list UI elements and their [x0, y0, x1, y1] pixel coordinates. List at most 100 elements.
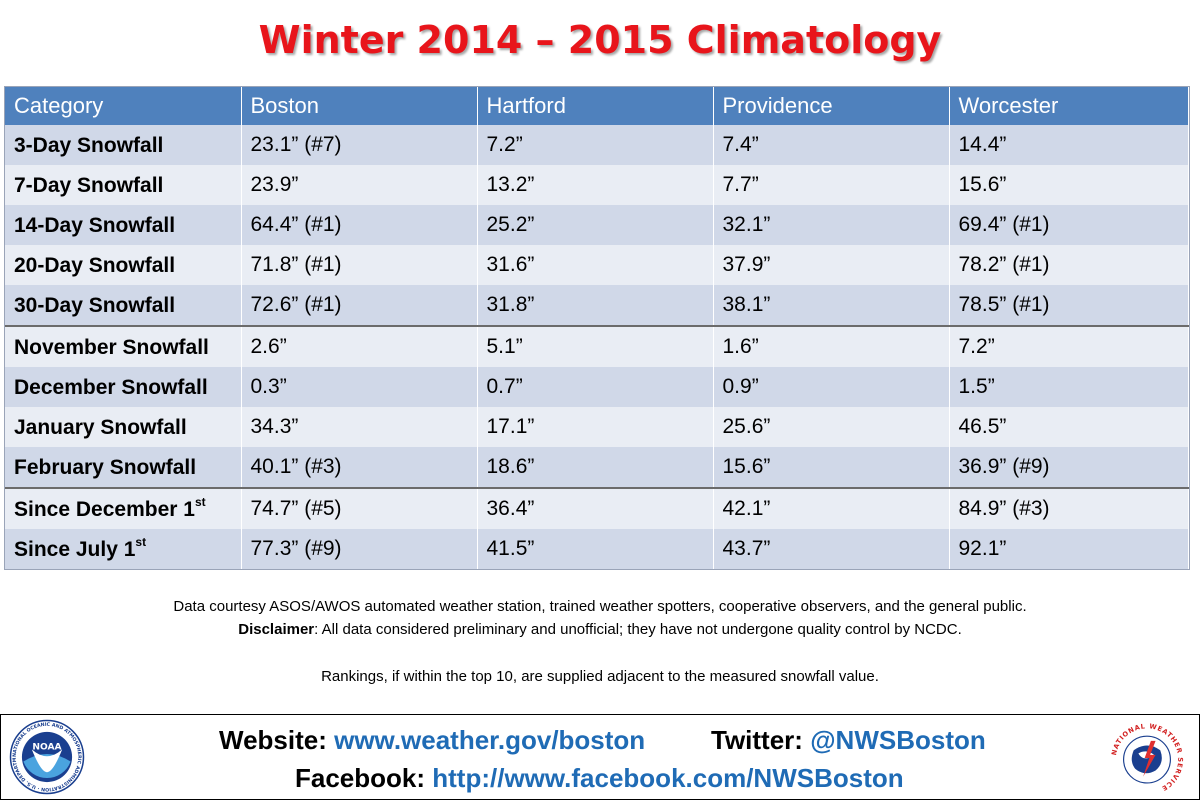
disclaimer-text: : All data considered preliminary and un… [314, 621, 962, 638]
value-cell-worcester: 46.5” [949, 407, 1189, 447]
facebook-label: Facebook: [295, 763, 426, 793]
category-cell: Since July 1st [5, 529, 242, 569]
value-cell-hartford: 18.6” [477, 447, 714, 488]
facebook-line: Facebook: http://www.facebook.com/NWSBos… [295, 763, 904, 794]
category-cell: February Snowfall [5, 447, 242, 488]
value-cell-boston: 64.4” (#1) [241, 205, 478, 245]
category-label: 30-Day Snowfall [14, 293, 176, 317]
footer-bar: NATIONAL OCEANIC AND ATMOSPHERIC ADMINIS… [0, 714, 1200, 800]
category-label: February Snowfall [14, 455, 197, 479]
value-cell-worcester: 84.9” (#3) [949, 487, 1189, 529]
value-cell-boston: 74.7” (#5) [241, 487, 478, 529]
category-cell: 3-Day Snowfall [5, 125, 242, 165]
value-cell-boston: 34.3” [241, 407, 478, 447]
nws-logo: NATIONAL WEATHER SERVICE [1110, 722, 1183, 796]
category-label: 14-Day Snowfall [14, 213, 176, 237]
table-row: 20-Day Snowfall 71.8” (#1) 31.6” 37.9” 78.2”… [5, 245, 1189, 285]
website-label: Website: [219, 725, 327, 755]
value-cell-boston: 0.3” [241, 367, 478, 407]
category-label: 3-Day Snowfall [14, 133, 164, 157]
facebook-link[interactable]: http://www.facebook.com/NWSBoston [432, 763, 904, 793]
value-cell-hartford: 41.5” [477, 529, 714, 569]
value-cell-providence: 0.9” [713, 367, 950, 407]
value-cell-providence: 32.1” [713, 205, 950, 245]
value-cell-worcester: 92.1” [949, 529, 1189, 569]
noaa-logo-text: NOAA [32, 742, 61, 752]
value-cell-providence: 15.6” [713, 447, 950, 488]
table-row: November Snowfall 2.6” 5.1” 1.6” 7.2” [5, 325, 1189, 367]
category-label: Since July 1 [14, 537, 136, 561]
column-header-category: Category [5, 87, 242, 125]
value-cell-worcester: 36.9” (#9) [949, 447, 1189, 488]
page-title: Winter 2014 – 2015 Climatology [258, 18, 942, 62]
table-row: December Snowfall 0.3” 0.7” 0.9” 1.5” [5, 367, 1189, 407]
twitter-link[interactable]: @NWSBoston [810, 725, 986, 755]
category-cell: December Snowfall [5, 367, 242, 407]
value-cell-hartford: 36.4” [477, 487, 714, 529]
column-header-providence: Providence [713, 87, 950, 125]
table-row: 14-Day Snowfall 64.4” (#1) 25.2” 32.1” 69.4”… [5, 205, 1189, 245]
value-cell-providence: 37.9” [713, 245, 950, 285]
twitter-line: Twitter: @NWSBoston [711, 725, 986, 756]
column-header-worcester: Worcester [949, 87, 1189, 125]
value-cell-worcester: 15.6” [949, 165, 1189, 205]
table-body: 3-Day Snowfall 23.1” (#7) 7.2” 7.4” 14.4” 7-D… [5, 125, 1189, 569]
table-row: Since December 1st 74.7” (#5) 36.4” 42.1” 84… [5, 487, 1189, 529]
category-cell: 14-Day Snowfall [5, 205, 242, 245]
value-cell-boston: 71.8” (#1) [241, 245, 478, 285]
value-cell-providence: 1.6” [713, 325, 950, 367]
category-label: 7-Day Snowfall [14, 173, 164, 197]
category-cell: January Snowfall [5, 407, 242, 447]
value-cell-providence: 38.1” [713, 285, 950, 326]
value-cell-hartford: 31.8” [477, 285, 714, 326]
value-cell-worcester: 69.4” (#1) [949, 205, 1189, 245]
value-cell-hartford: 25.2” [477, 205, 714, 245]
value-cell-hartford: 5.1” [477, 325, 714, 367]
category-superscript: st [135, 534, 147, 549]
value-cell-providence: 7.4” [713, 125, 950, 165]
column-header-boston: Boston [241, 87, 478, 125]
value-cell-hartford: 31.6” [477, 245, 714, 285]
value-cell-boston: 40.1” (#3) [241, 447, 478, 488]
disclaimer-label: Disclaimer [238, 621, 315, 638]
category-label: 20-Day Snowfall [14, 253, 176, 277]
value-cell-hartford: 7.2” [477, 125, 714, 165]
value-cell-providence: 7.7” [713, 165, 950, 205]
table-header-row: Category Boston Hartford Providence Worc… [5, 87, 1189, 125]
category-label: November Snowfall [14, 335, 209, 359]
category-superscript: st [194, 494, 206, 509]
category-cell: Since December 1st [5, 487, 242, 529]
value-cell-worcester: 7.2” [949, 325, 1189, 367]
table-row: January Snowfall 34.3” 17.1” 25.6” 46.5” [5, 407, 1189, 447]
category-label: Since December 1 [14, 497, 195, 521]
value-cell-worcester: 78.5” (#1) [949, 285, 1189, 326]
twitter-label: Twitter: [711, 725, 803, 755]
value-cell-boston: 77.3” (#9) [241, 529, 478, 569]
category-cell: 20-Day Snowfall [5, 245, 242, 285]
disclaimer-note: Disclaimer: All data considered prelimin… [0, 621, 1200, 638]
value-cell-hartford: 0.7” [477, 367, 714, 407]
value-cell-boston: 2.6” [241, 325, 478, 367]
value-cell-worcester: 1.5” [949, 367, 1189, 407]
climatology-table: Category Boston Hartford Providence Worc… [4, 86, 1190, 570]
value-cell-worcester: 78.2” (#1) [949, 245, 1189, 285]
value-cell-boston: 23.9” [241, 165, 478, 205]
value-cell-hartford: 13.2” [477, 165, 714, 205]
category-cell: November Snowfall [5, 325, 242, 367]
table-row: 7-Day Snowfall 23.9” 13.2” 7.7” 15.6” [5, 165, 1189, 205]
website-link[interactable]: www.weather.gov/boston [334, 725, 646, 755]
category-label: January Snowfall [14, 415, 187, 439]
rankings-note: Rankings, if within the top 10, are supp… [321, 668, 879, 685]
category-cell: 7-Day Snowfall [5, 165, 242, 205]
table-row: 30-Day Snowfall 72.6” (#1) 31.8” 38.1” 78.5”… [5, 285, 1189, 326]
value-cell-worcester: 14.4” [949, 125, 1189, 165]
value-cell-providence: 25.6” [713, 407, 950, 447]
value-cell-boston: 72.6” (#1) [241, 285, 478, 326]
noaa-logo: NATIONAL OCEANIC AND ATMOSPHERIC ADMINIS… [9, 719, 85, 795]
table-row: Since July 1st 77.3” (#9) 41.5” 43.7” 92.1” [5, 529, 1189, 569]
column-header-hartford: Hartford [477, 87, 714, 125]
category-label: December Snowfall [14, 375, 208, 399]
value-cell-boston: 23.1” (#7) [241, 125, 478, 165]
website-line: Website: www.weather.gov/boston [219, 725, 645, 756]
value-cell-hartford: 17.1” [477, 407, 714, 447]
